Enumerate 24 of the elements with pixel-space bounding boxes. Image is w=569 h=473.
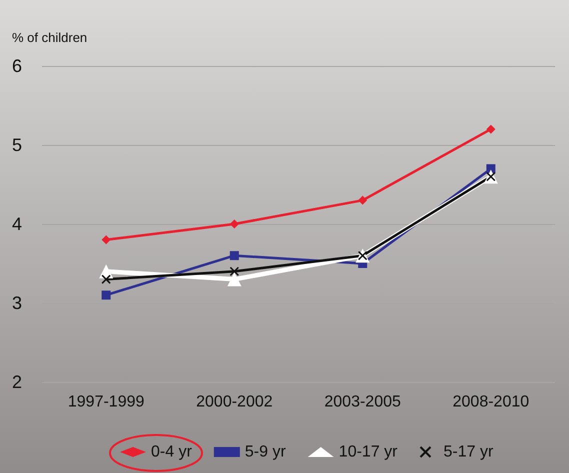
x-tick-label: 2000-2002 <box>196 394 273 410</box>
point <box>230 251 239 260</box>
point <box>230 266 240 276</box>
x-tick-label: 2008-2010 <box>452 394 530 410</box>
point <box>227 272 242 286</box>
y-tick-label: 2 <box>12 372 22 392</box>
legend-label: 10-17 yr <box>338 444 398 460</box>
legend-label: 5-9 yr <box>244 444 286 460</box>
point <box>358 196 368 205</box>
legend-label: 5-17 yr <box>443 444 494 460</box>
legend-label: 0-4 yr <box>151 444 193 460</box>
point <box>486 164 496 174</box>
point <box>102 290 111 300</box>
y-tick-label: 6 <box>12 56 22 76</box>
x-tick-label: 1997-1999 <box>68 394 144 410</box>
y-axis-title: % of children <box>12 30 88 45</box>
y-tick-label: 4 <box>12 214 22 234</box>
y-tick-label: 3 <box>12 293 22 313</box>
point <box>486 124 496 134</box>
point <box>230 220 239 228</box>
point <box>102 235 111 244</box>
y-tick-label: 5 <box>12 135 22 155</box>
x-tick-label: 2003-2005 <box>324 394 401 410</box>
point <box>101 274 111 284</box>
